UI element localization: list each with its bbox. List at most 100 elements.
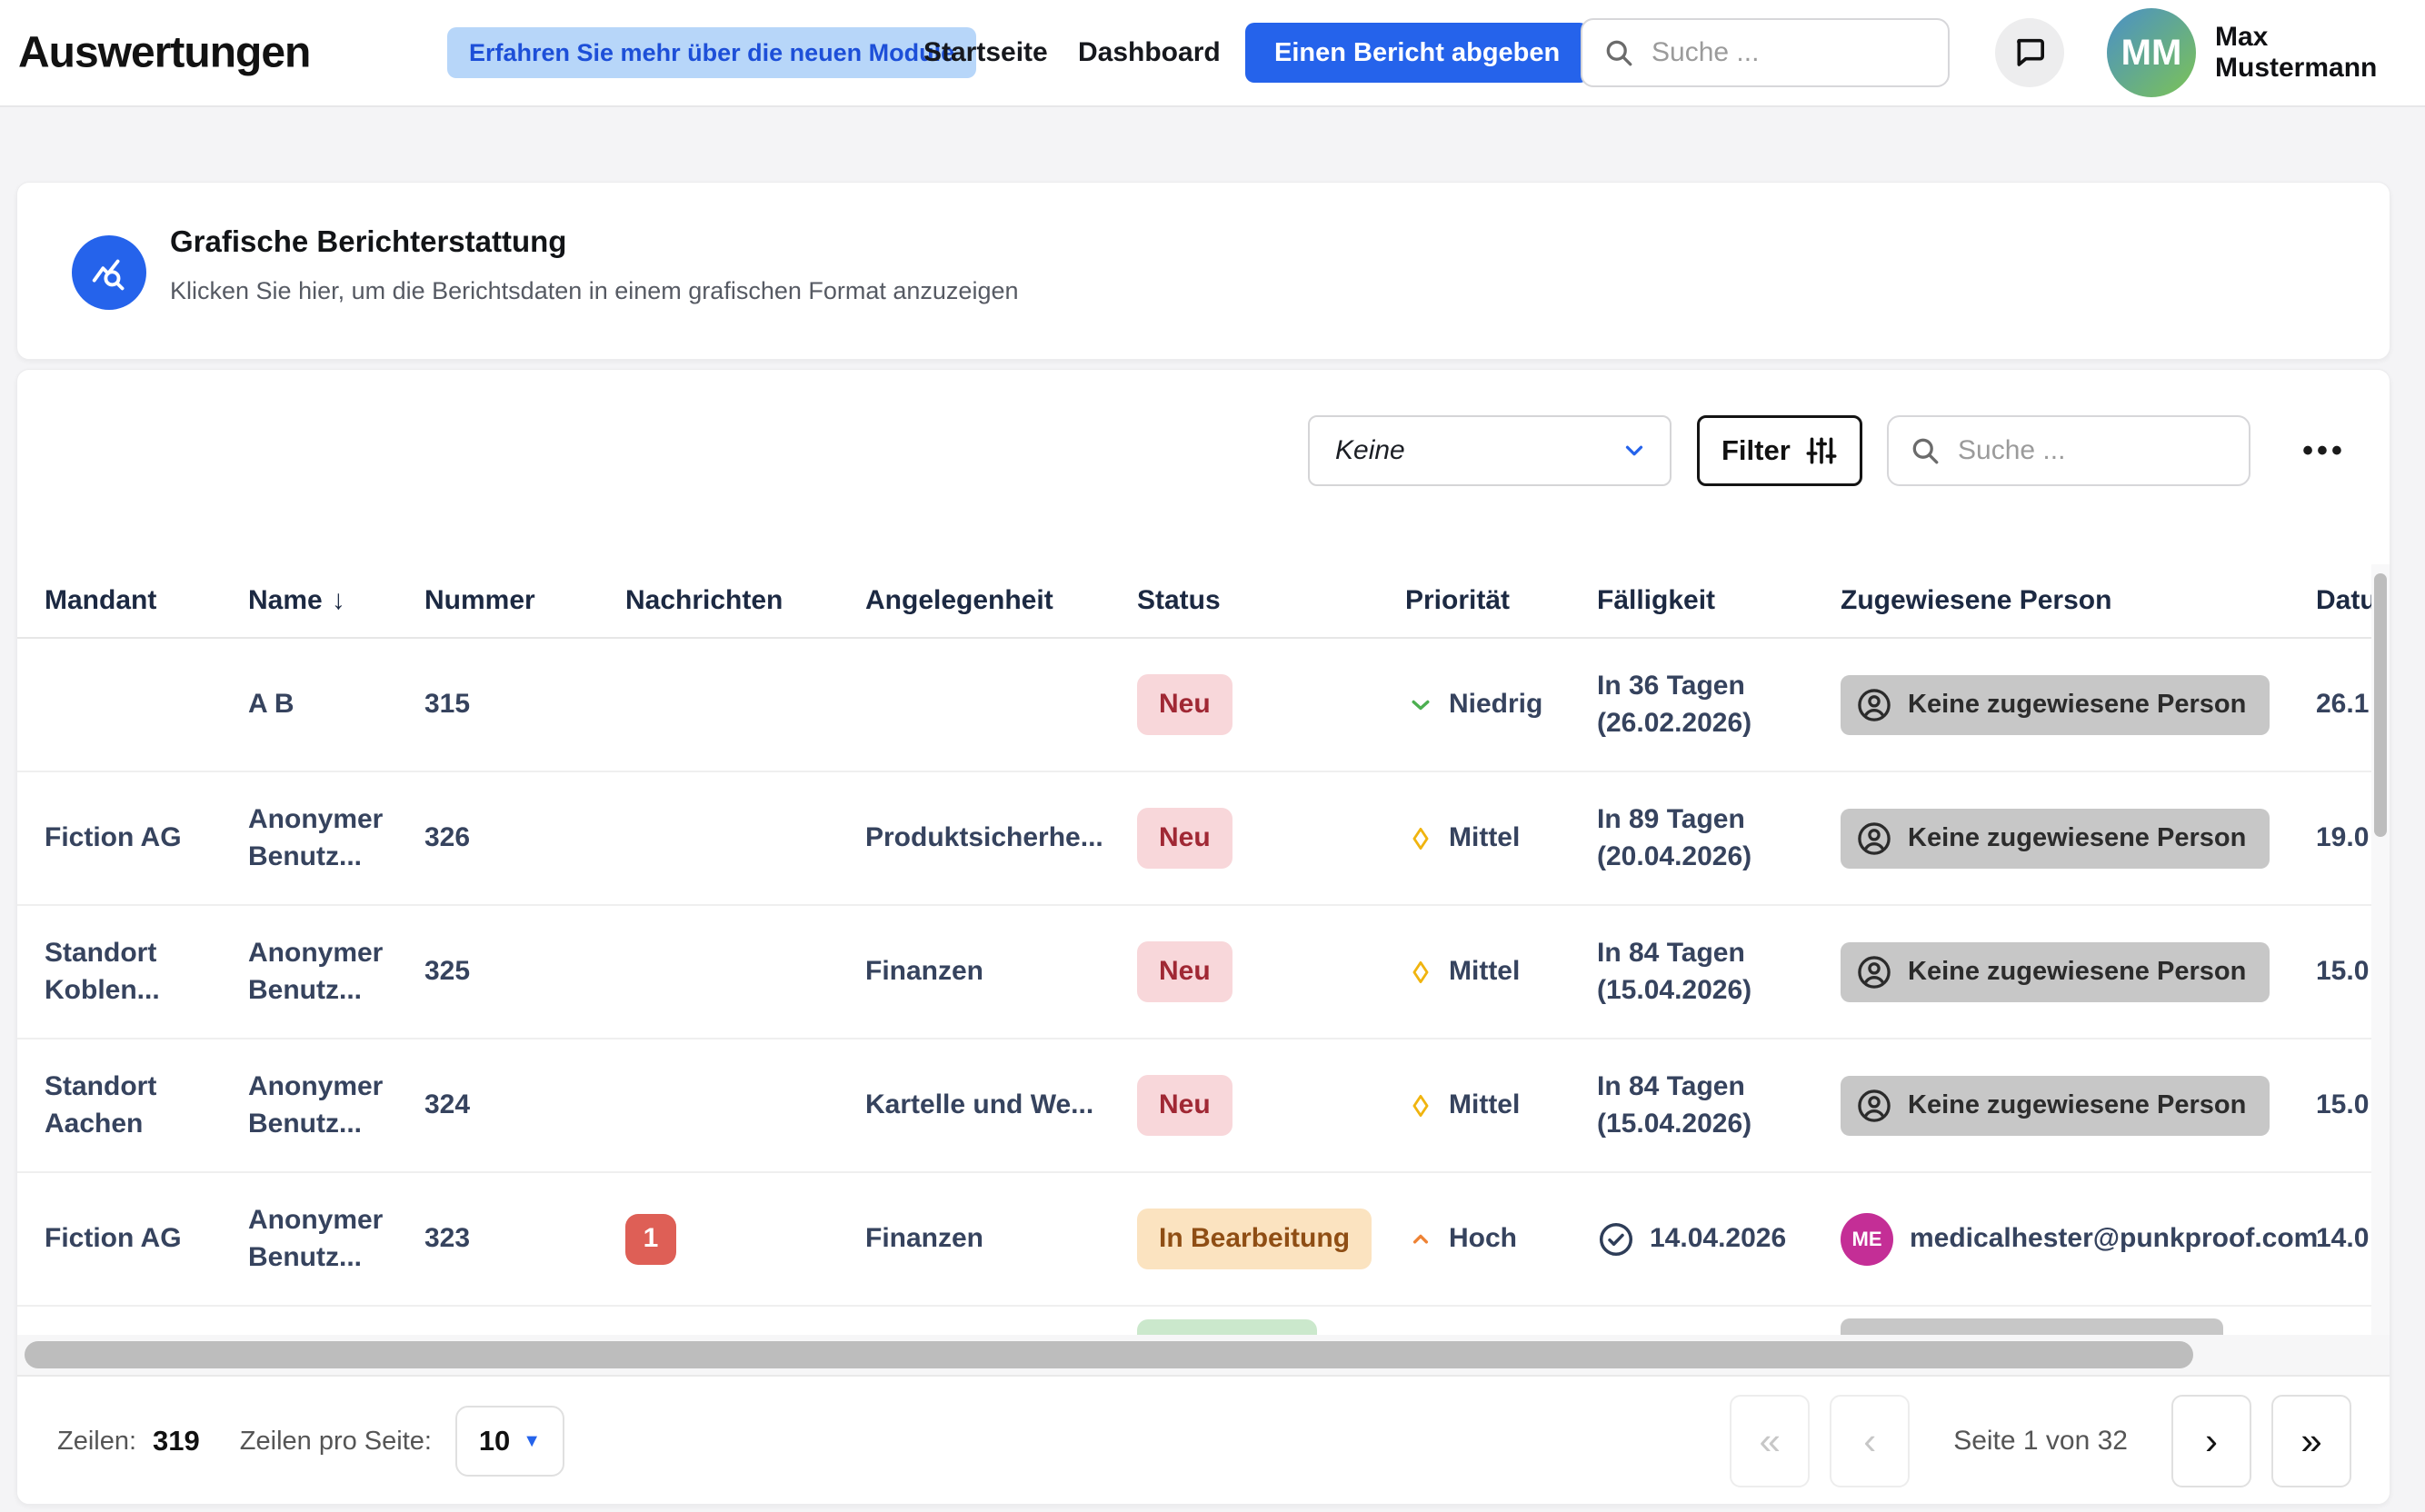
table-row[interactable]: Fiction AG Anonymer Benutz... 323 1 Fina… bbox=[17, 1173, 2371, 1307]
horizontal-scrollbar-track bbox=[17, 1335, 2390, 1375]
cell-angelegenheit: Finanzen bbox=[865, 1223, 984, 1254]
global-search[interactable] bbox=[1581, 18, 1950, 87]
cell-faelligkeit: In 84 Tagen (15.04.2026) bbox=[1597, 938, 1752, 1005]
cell-zugewiesene-person: Keine zugewiesene Person bbox=[1841, 639, 2302, 771]
assignee-avatar[interactable]: ME bbox=[1841, 1212, 1893, 1266]
cell-zugewiesene-person: Keine zugewiesene Person bbox=[1841, 772, 2302, 904]
priority-low-chevron-down-icon bbox=[1405, 690, 1436, 721]
priority-high-chevron-up-icon bbox=[1405, 1224, 1436, 1255]
nav-item-startseite[interactable]: Startseite bbox=[923, 37, 1048, 67]
graphic-report-card[interactable]: Grafische Berichterstattung Klicken Sie … bbox=[16, 182, 2390, 360]
cell-name: Anonymer Benutz... bbox=[248, 1205, 384, 1272]
column-header-nachrichten[interactable]: Nachrichten bbox=[625, 585, 783, 615]
cell-name: Anonymer Benutz... bbox=[248, 938, 384, 1005]
cell-angelegenheit: Kartelle und We... bbox=[865, 1089, 1094, 1120]
cell-angelegenheit: Produktsicherhe... bbox=[865, 822, 1103, 853]
status-badge: Neu bbox=[1137, 674, 1232, 735]
assignee-pill-partial bbox=[1841, 1318, 2223, 1335]
first-page-button[interactable]: « bbox=[1730, 1395, 1811, 1487]
assignee-email: medicalhester@punkproof.com bbox=[1910, 1223, 2319, 1254]
assignee-pill[interactable]: Keine zugewiesene Person bbox=[1841, 1075, 2270, 1136]
next-page-button[interactable]: › bbox=[2171, 1395, 2251, 1487]
search-icon bbox=[1909, 434, 1941, 467]
filter-button-label: Filter bbox=[1721, 434, 1791, 466]
cell-nachrichten bbox=[625, 639, 848, 771]
cell-nummer: 326 bbox=[424, 822, 471, 853]
cell-mandant: Standort Aachen bbox=[45, 1071, 157, 1139]
table-search-input[interactable] bbox=[1958, 435, 2229, 466]
person-circle-icon bbox=[1855, 1087, 1893, 1125]
table-row-partial[interactable] bbox=[17, 1307, 2371, 1335]
nav-item-dashboard[interactable]: Dashboard bbox=[1078, 37, 1221, 67]
ellipsis-icon: ••• bbox=[2302, 433, 2346, 468]
vertical-scrollbar-track bbox=[2371, 564, 2390, 1335]
cell-zugewiesene-person: Keine zugewiesene Person bbox=[1841, 906, 2302, 1038]
table-row[interactable]: Standort Aachen Anonymer Benutz... 324 K… bbox=[17, 1040, 2371, 1173]
cell-datum: 15.0 bbox=[2316, 956, 2370, 987]
cell-nachrichten bbox=[625, 772, 848, 904]
table-header: Mandant Name ↓ Nummer Nachrichten Angele… bbox=[17, 564, 2371, 639]
last-page-button[interactable]: » bbox=[2271, 1395, 2351, 1487]
previous-page-button[interactable]: ‹ bbox=[1830, 1395, 1911, 1487]
assignee-pill[interactable]: Keine zugewiesene Person bbox=[1841, 808, 2270, 869]
status-badge: Neu bbox=[1137, 941, 1232, 1002]
rows-count-label: Zeilen: bbox=[57, 1426, 137, 1456]
info-card-subtitle: Klicken Sie hier, um die Berichtsdaten i… bbox=[170, 277, 1019, 304]
cell-prioritaet: Mittel bbox=[1405, 906, 1582, 1038]
cell-nummer: 324 bbox=[424, 1089, 471, 1120]
assignee-pill[interactable]: Keine zugewiesene Person bbox=[1841, 941, 2270, 1002]
chart-search-icon bbox=[72, 235, 146, 310]
group-select[interactable]: Keine bbox=[1308, 415, 1672, 486]
cell-zugewiesene-person: Keine zugewiesene Person bbox=[1841, 1040, 2302, 1171]
promo-badge[interactable]: Erfahren Sie mehr über die neuen Module bbox=[447, 27, 977, 78]
cell-angelegenheit: Finanzen bbox=[865, 956, 984, 987]
column-header-prioritaet[interactable]: Priorität bbox=[1405, 585, 1511, 615]
person-circle-icon bbox=[1855, 953, 1893, 991]
more-options-button[interactable]: ••• bbox=[2285, 415, 2363, 486]
cell-datum: 19.0 bbox=[2316, 822, 2370, 853]
column-header-faelligkeit[interactable]: Fälligkeit bbox=[1597, 585, 1716, 615]
cell-mandant bbox=[45, 639, 231, 771]
table-row[interactable]: A B 315 Neu Niedrig In 36 Tagen (26.02.2… bbox=[17, 639, 2371, 772]
chat-button[interactable] bbox=[1995, 18, 2064, 87]
sliders-icon bbox=[1805, 434, 1838, 467]
column-header-name[interactable]: Name ↓ bbox=[248, 585, 345, 615]
per-page-label: Zeilen pro Seite: bbox=[239, 1426, 432, 1456]
cell-datum: 26.1 bbox=[2316, 689, 2370, 720]
column-header-zugewiesene-person[interactable]: Zugewiesene Person bbox=[1841, 585, 2112, 615]
column-header-mandant[interactable]: Mandant bbox=[45, 585, 157, 615]
page-title: Auswertungen bbox=[18, 28, 311, 77]
status-badge: Neu bbox=[1137, 1075, 1232, 1136]
cell-nachrichten: 1 bbox=[625, 1173, 848, 1305]
cell-status: In Bearbeitung bbox=[1137, 1173, 1396, 1305]
column-header-angelegenheit[interactable]: Angelegenheit bbox=[865, 585, 1053, 615]
cell-nachrichten bbox=[625, 906, 848, 1038]
table-footer: Zeilen: 319 Zeilen pro Seite: 10 ▼ « ‹ S… bbox=[17, 1375, 2390, 1504]
cell-angelegenheit bbox=[865, 639, 1131, 771]
filter-button[interactable]: Filter bbox=[1697, 415, 1862, 486]
submit-report-button[interactable]: Einen Bericht abgeben bbox=[1245, 23, 1590, 83]
column-header-status[interactable]: Status bbox=[1137, 585, 1221, 615]
cell-status: Neu bbox=[1137, 906, 1396, 1038]
global-search-input[interactable] bbox=[1652, 37, 1928, 68]
top-bar: Auswertungen Erfahren Sie mehr über die … bbox=[0, 0, 2425, 107]
cell-prioritaet: Hoch bbox=[1405, 1173, 1582, 1305]
table-row[interactable]: Fiction AG Anonymer Benutz... 326 Produk… bbox=[17, 772, 2371, 906]
table-row[interactable]: Standort Koblen... Anonymer Benutz... 32… bbox=[17, 906, 2371, 1040]
column-header-datum[interactable]: Datu bbox=[2316, 585, 2371, 615]
cell-status: Neu bbox=[1137, 1040, 1396, 1171]
group-select-value: Keine bbox=[1335, 435, 1405, 465]
assignee-pill[interactable]: Keine zugewiesene Person bbox=[1841, 674, 2270, 735]
user-avatar[interactable]: MM bbox=[2107, 8, 2196, 97]
per-page-select[interactable]: 10 ▼ bbox=[454, 1406, 564, 1477]
priority-mid-diamond-icon bbox=[1405, 1090, 1436, 1121]
cell-name: A B bbox=[248, 689, 294, 720]
table-search[interactable] bbox=[1887, 415, 2250, 486]
horizontal-scrollbar[interactable] bbox=[25, 1341, 2193, 1368]
column-header-nummer[interactable]: Nummer bbox=[424, 585, 535, 615]
vertical-scrollbar[interactable] bbox=[2374, 573, 2387, 837]
chat-icon bbox=[2011, 35, 2048, 71]
page-info: Seite 1 von 32 bbox=[1953, 1426, 2128, 1456]
user-name: Max Mustermann bbox=[2215, 22, 2378, 83]
caret-down-icon: ▼ bbox=[523, 1430, 542, 1451]
